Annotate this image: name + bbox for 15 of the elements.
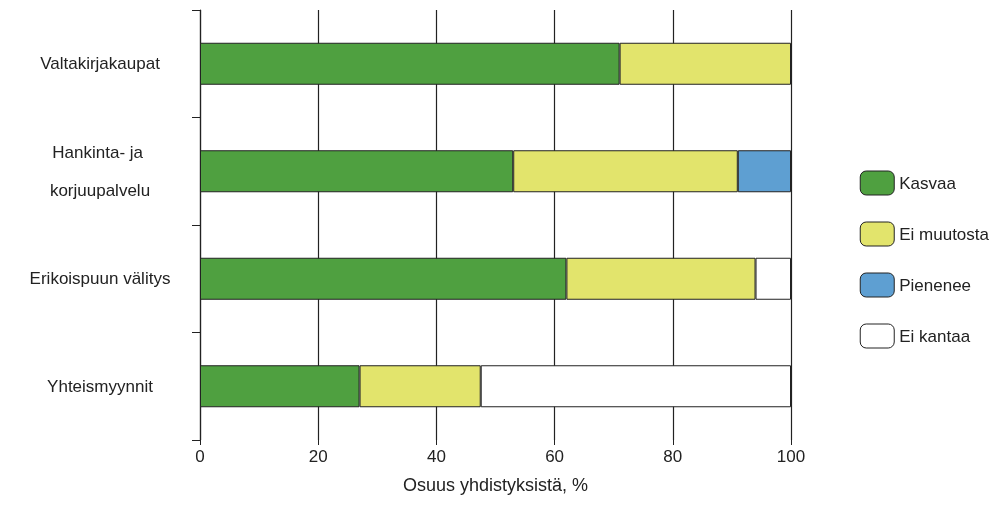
legend-label: Pienenee <box>899 275 972 295</box>
y-tick-label: Yhteismyynnit <box>47 376 154 396</box>
x-tick-label: 0 <box>195 447 205 466</box>
legend-label: Ei kantaa <box>899 326 971 346</box>
legend-label: Kasvaa <box>899 173 957 193</box>
x-tick-label: 80 <box>663 447 683 466</box>
y-tick-label: Hankinta- ja korjuupalvelu <box>49 142 151 200</box>
legend-label: Ei muutosta <box>899 224 990 244</box>
x-tick-label: 20 <box>308 447 328 466</box>
y-tick-label: Erikoispuun välitys <box>29 269 171 289</box>
y-tick-label: Valtakirjakaupat <box>40 54 161 74</box>
x-tick-label: 60 <box>545 447 565 466</box>
x-tick-label: 100 <box>776 447 806 466</box>
x-tick-label: 40 <box>426 447 446 466</box>
x-axis-title: Osuus yhdistyksistä, % <box>402 475 589 495</box>
